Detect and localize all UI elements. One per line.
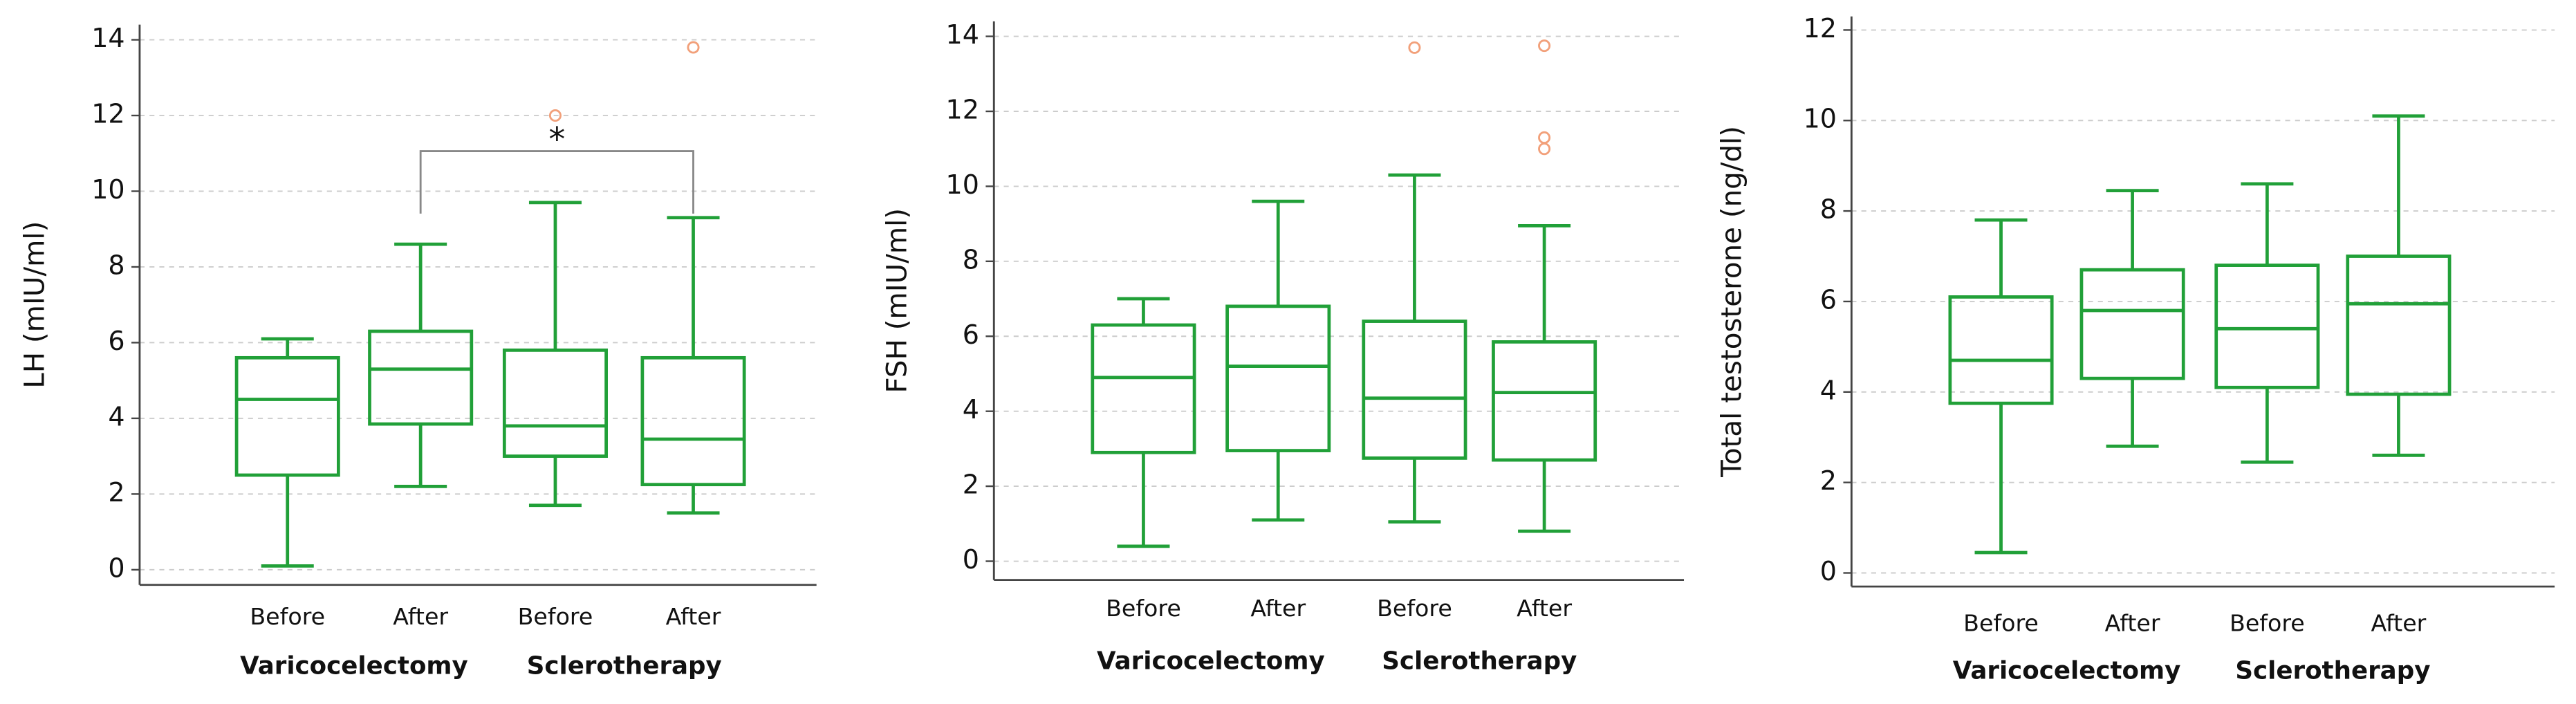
y-tick-label: 8 — [108, 250, 124, 280]
box — [368, 329, 474, 426]
y-tick-label: 6 — [1820, 284, 1837, 315]
y-tick-label: 4 — [1820, 375, 1837, 405]
outlier — [548, 109, 562, 122]
annotation: * — [548, 120, 565, 158]
y-tick-label: 10 — [946, 169, 979, 200]
box — [1948, 295, 2054, 405]
y-tick-label: 14 — [946, 19, 979, 50]
group-label: Varicocelectomy — [240, 652, 468, 680]
y-tick-label: 10 — [91, 174, 124, 205]
box — [1225, 304, 1331, 452]
x-tick-label: After — [1517, 595, 1572, 622]
y-tick-label: 0 — [963, 544, 979, 575]
group-label: Sclerotherapy — [527, 652, 722, 680]
outlier — [1538, 131, 1551, 144]
x-tick-label: Before — [1963, 609, 2039, 636]
x-tick-label: After — [2371, 609, 2427, 636]
y-tick-label: 2 — [108, 477, 124, 508]
box — [640, 355, 746, 487]
group-label: Sclerotherapy — [2235, 657, 2430, 685]
group-label: Sclerotherapy — [1382, 647, 1577, 675]
y-axis-label: FSH (mIU/ml) — [880, 208, 913, 393]
x-tick-label: Before — [250, 603, 325, 630]
box — [2214, 263, 2320, 389]
y-tick-label: 4 — [963, 394, 979, 425]
box — [2346, 254, 2452, 396]
x-tick-label: Before — [518, 603, 593, 630]
x-tick-label: Before — [1106, 595, 1181, 622]
y-tick-label: 6 — [963, 319, 979, 350]
y-tick-label: 10 — [1804, 104, 1837, 134]
group-label: Varicocelectomy — [1097, 647, 1325, 675]
x-tick-label: Before — [1377, 595, 1452, 622]
group-label: Varicocelectomy — [1953, 657, 2181, 685]
box — [1091, 323, 1196, 454]
y-tick-label: 12 — [946, 95, 979, 125]
outlier — [687, 41, 700, 54]
y-axis-label: Total testosterone (ng/dl) — [1715, 126, 1748, 478]
y-axis-label: LH (mIU/ml) — [18, 221, 50, 389]
y-tick-label: 8 — [963, 244, 979, 275]
box — [1362, 319, 1467, 460]
y-tick-label: 8 — [1820, 194, 1837, 225]
box — [234, 355, 340, 477]
x-tick-label: After — [393, 603, 448, 630]
y-tick-label: 0 — [108, 553, 124, 583]
y-tick-label: 12 — [91, 99, 124, 129]
x-tick-label: Before — [2230, 609, 2305, 636]
outlier — [1538, 142, 1551, 156]
y-tick-label: 4 — [108, 401, 124, 432]
box — [2079, 268, 2185, 380]
box — [1492, 340, 1597, 462]
outlier — [1408, 41, 1421, 54]
y-tick-label: 12 — [1804, 13, 1837, 44]
y-tick-label: 2 — [963, 470, 979, 500]
y-tick-label: 6 — [108, 326, 124, 356]
outlier — [1538, 39, 1551, 53]
x-tick-label: After — [1250, 595, 1306, 622]
x-tick-label: After — [2105, 609, 2160, 636]
y-tick-label: 14 — [91, 23, 124, 53]
y-tick-label: 0 — [1820, 556, 1837, 586]
box — [502, 349, 608, 458]
y-tick-label: 2 — [1820, 465, 1837, 496]
x-tick-label: After — [666, 603, 721, 630]
significance-bracket — [419, 150, 694, 214]
